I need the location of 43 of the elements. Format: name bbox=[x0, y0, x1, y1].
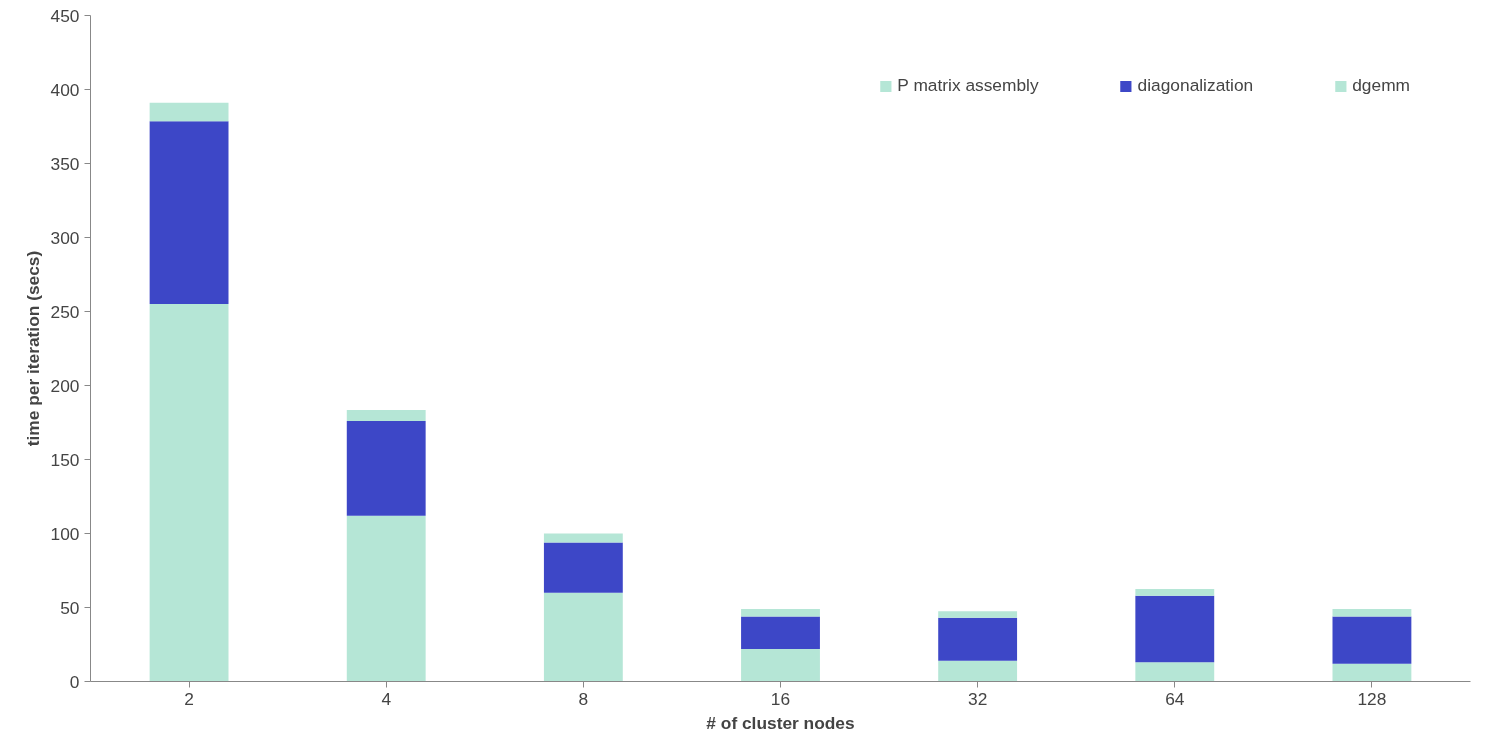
y-tick-label: 200 bbox=[50, 375, 80, 396]
bar bbox=[741, 608, 820, 617]
x-tick-label: 64 bbox=[1165, 688, 1185, 709]
x-axis-title: # of cluster nodes bbox=[706, 712, 855, 733]
bar bbox=[346, 515, 426, 682]
y-tick-label: 50 bbox=[60, 597, 80, 618]
legend-label: diagonalization bbox=[1137, 75, 1254, 96]
y-tick-label: 350 bbox=[50, 153, 80, 174]
x-tick-label: 128 bbox=[1357, 688, 1387, 709]
bar bbox=[1332, 608, 1412, 617]
bar bbox=[543, 592, 623, 682]
bar bbox=[346, 421, 426, 516]
bar bbox=[1332, 616, 1412, 664]
y-tick-label: 100 bbox=[50, 523, 80, 544]
y-axis-title: time per iteration (secs) bbox=[22, 250, 43, 447]
bar bbox=[938, 611, 1018, 618]
bar bbox=[1135, 589, 1215, 596]
bar bbox=[149, 121, 229, 305]
bar bbox=[938, 617, 1018, 661]
bar bbox=[1135, 662, 1215, 682]
legend-label: dgemm bbox=[1352, 75, 1410, 96]
bar bbox=[741, 648, 820, 682]
bar bbox=[1135, 595, 1215, 663]
x-tick-label: 16 bbox=[770, 688, 791, 709]
x-tick-label: 32 bbox=[968, 688, 988, 709]
y-tick-label: 400 bbox=[50, 79, 80, 100]
bar bbox=[741, 616, 820, 649]
legend-label: P matrix assembly bbox=[897, 75, 1039, 96]
bar bbox=[938, 660, 1018, 682]
x-tick-label: 8 bbox=[578, 688, 589, 709]
x-tick-label: 2 bbox=[184, 688, 194, 709]
bar bbox=[543, 533, 623, 543]
y-tick-label: 450 bbox=[50, 5, 80, 26]
bar bbox=[1332, 663, 1412, 682]
y-tick-label: 150 bbox=[50, 449, 80, 470]
bar bbox=[346, 409, 426, 422]
y-tick-label: 250 bbox=[50, 301, 80, 322]
bar bbox=[543, 542, 623, 593]
bar bbox=[149, 102, 229, 122]
y-tick-label: 0 bbox=[69, 671, 80, 692]
bar bbox=[149, 304, 229, 682]
x-tick-label: 4 bbox=[381, 688, 392, 709]
y-tick-label: 300 bbox=[50, 227, 80, 248]
